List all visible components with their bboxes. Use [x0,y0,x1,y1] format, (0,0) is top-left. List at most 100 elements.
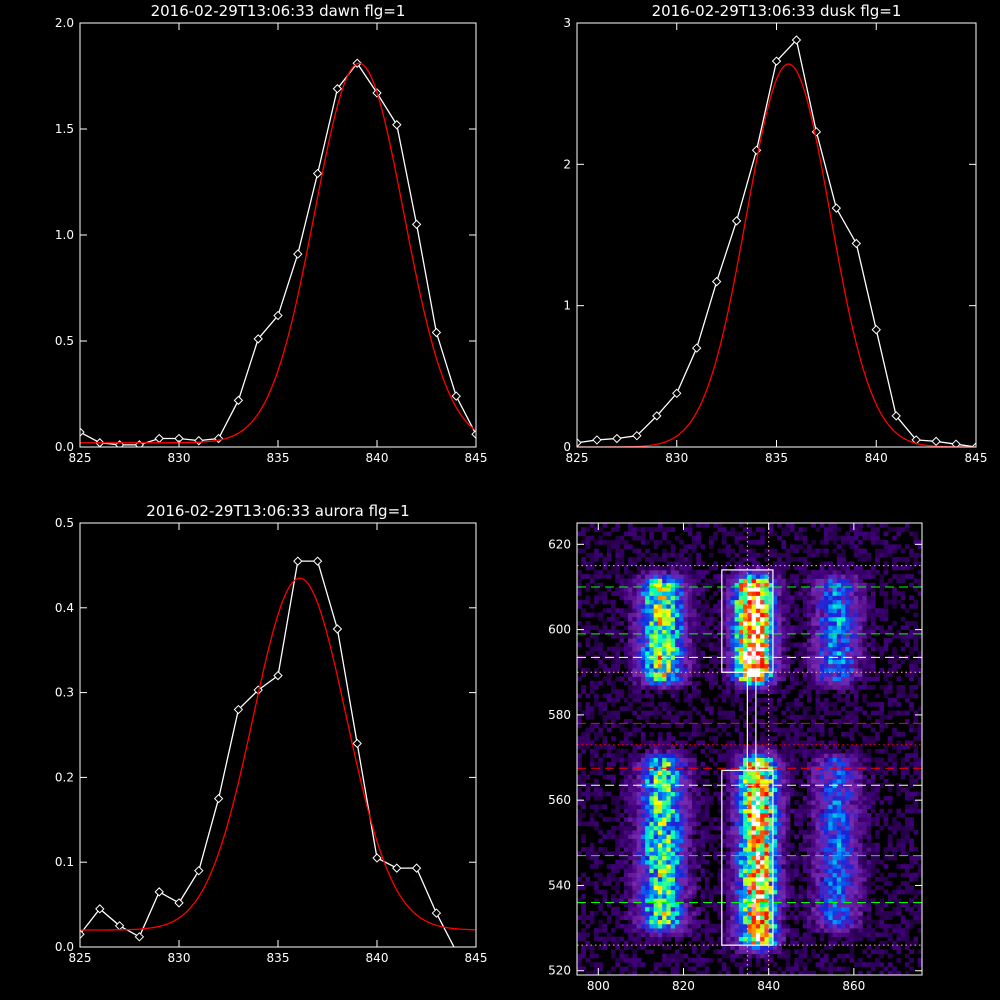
heatmap-cell [794,625,799,631]
heatmap-cell [802,808,808,814]
heatmap-cell [824,702,829,707]
heatmap-cell [636,778,642,784]
heatmap-cell [751,847,757,852]
heatmap-cell [747,830,753,835]
heatmap-cell [755,825,761,831]
heatmap-cell [585,940,591,946]
heatmap-cell [649,642,655,648]
heatmap-cell [734,855,740,861]
heatmap-cell [760,945,765,950]
heatmap-cell [815,915,821,920]
heatmap-cell [747,902,753,908]
heatmap-cell [640,876,646,882]
heatmap-cell [802,864,808,869]
heatmap-cell [653,825,659,831]
heatmap-cell [683,557,689,562]
heatmap-cell [666,906,672,912]
heatmap-cell [832,864,838,869]
heatmap-cell [819,795,825,801]
heatmap-cell [807,919,812,925]
heatmap-cell [683,655,689,660]
heatmap-cell [755,527,761,532]
heatmap-cell [594,966,599,972]
heatmap-cell [640,599,646,605]
heatmap-cell [781,825,787,831]
heatmap-cell [760,629,765,635]
heatmap-cell [832,633,838,639]
heatmap-cell [836,834,842,839]
heatmap-cell [738,855,744,861]
heatmap-cell [619,638,625,643]
heatmap-cell [692,825,697,831]
heatmap-cell [755,855,761,861]
heatmap-cell [674,864,680,869]
heatmap-cell [632,830,638,835]
heatmap-cell [679,646,684,652]
heatmap-cell [670,778,676,784]
heatmap-cell [772,591,778,596]
heatmap-cell [802,757,808,763]
heatmap-cell [615,659,620,665]
heatmap-cell [738,778,744,784]
heatmap-cell [794,616,799,622]
heatmap-cell [683,527,689,532]
heatmap-cell [636,830,642,835]
heatmap-cell [768,855,774,861]
heatmap-cell [726,851,731,857]
heatmap-cell [730,749,735,754]
heatmap-cell [645,898,650,903]
heatmap-cell [760,949,765,955]
heatmap-cell [802,740,808,746]
heatmap-cell [760,817,765,822]
heatmap-cell [726,642,731,648]
heatmap-cell [636,851,642,857]
heatmap-cell [683,591,689,596]
heatmap-cell [751,770,757,775]
heatmap-cell [726,787,731,793]
heatmap-cell [734,847,740,852]
heatmap-cell [657,804,663,810]
heatmap-cell [709,672,714,677]
heatmap-cell [623,851,629,857]
heatmap-cell [751,902,757,908]
heatmap-cell [832,936,838,942]
heatmap-cell [696,731,701,737]
heatmap-cell [807,821,812,827]
heatmap-cell [666,778,672,784]
heatmap-cell [657,685,663,690]
heatmap-cell [785,753,791,758]
heatmap-cell [683,872,689,878]
heatmap-cell [713,642,718,648]
heatmap-cell [704,744,710,750]
heatmap-cell [632,663,638,669]
heatmap-cell [696,962,701,967]
heatmap-cell [649,557,655,562]
heatmap-cell [794,749,799,754]
heatmap-cell [594,697,599,703]
heatmap-cell [836,778,842,784]
heatmap-cell [811,540,816,545]
heatmap-cell [738,898,744,903]
heatmap-cell [768,638,774,643]
heatmap-cell [802,663,808,669]
heatmap-cell [772,774,778,780]
heatmap-cell [679,915,684,920]
heatmap-cell [687,693,693,699]
heatmap-cell [781,642,787,648]
heatmap-cell [751,749,757,754]
heatmap-cell [832,740,838,746]
heatmap-cell [789,872,795,878]
heatmap-cell [619,689,625,694]
heatmap-cell [649,552,655,558]
heatmap-cell [730,936,735,942]
heatmap-cell [679,642,684,648]
heatmap-cell [764,667,770,673]
heatmap-cell [713,591,718,596]
heatmap-cell [632,791,638,797]
heatmap-cell [598,830,603,835]
heatmap-cell [704,834,710,839]
heatmap-cell [743,902,748,908]
heatmap-cell [594,633,599,639]
heatmap-cell [666,915,672,920]
heatmap-cell [666,676,672,682]
